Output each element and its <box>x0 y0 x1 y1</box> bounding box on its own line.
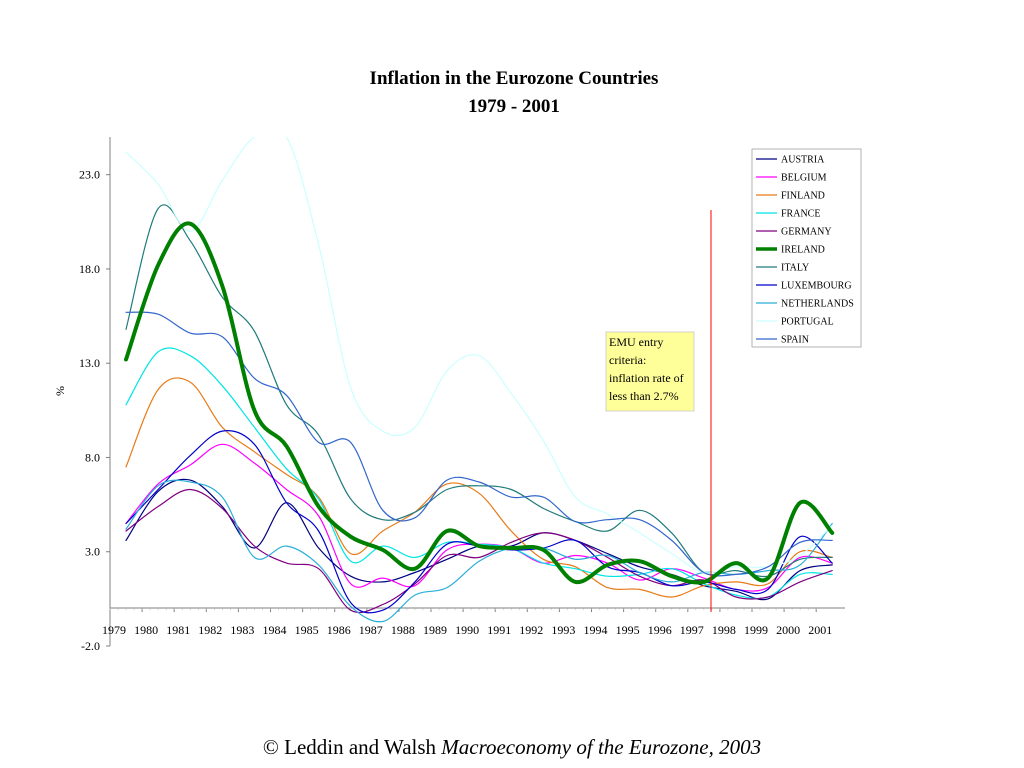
x-tick-label: 1993 <box>551 623 575 637</box>
y-axis-label: % <box>53 386 67 396</box>
legend-label: ITALY <box>781 263 809 274</box>
y-tick-label: -2.0 <box>81 639 100 653</box>
legend-label: PORTUGAL <box>781 317 834 328</box>
series-line-germany <box>125 488 833 614</box>
legend: AUSTRIA BELGIUM FINLAND FRANCE GERMANY IRELAN… <box>751 148 862 348</box>
series-line-portugal <box>125 137 833 574</box>
x-tick-label: 1995 <box>616 623 640 637</box>
series-line-austria <box>125 478 833 601</box>
x-tick-label: 1990 <box>455 623 479 637</box>
series-line-finland <box>125 377 833 598</box>
x-tick-label: 1981 <box>166 623 190 637</box>
y-tick-label: 3.0 <box>85 545 100 559</box>
x-tick-label: 1983 <box>230 623 254 637</box>
chart-title-line-2: 1979 - 2001 <box>468 96 560 117</box>
x-tick-label: 1987 <box>359 623 383 637</box>
y-tick-label: 18.0 <box>79 262 100 276</box>
y-tick-label: 8.0 <box>85 450 100 464</box>
x-tick-label: 1982 <box>198 623 222 637</box>
x-tick-label: 1985 <box>295 623 319 637</box>
legend-label: LUXEMBOURG <box>781 281 852 292</box>
x-tick-label: 1980 <box>134 623 158 637</box>
series-line-spain <box>125 311 833 577</box>
series-line-ireland <box>124 221 835 585</box>
x-tick-label: 1997 <box>680 623 704 637</box>
x-tick-label: 1986 <box>327 623 351 637</box>
x-tick-label: 1999 <box>744 623 768 637</box>
legend-label: GERMANY <box>781 227 832 238</box>
x-tick-label: 1991 <box>487 623 511 637</box>
y-tick-label: 23.0 <box>79 168 100 182</box>
footer-prefix: © Leddin and Walsh <box>262 735 442 759</box>
legend-label: IRELAND <box>781 245 825 256</box>
x-tick-label: 1989 <box>423 623 447 637</box>
annotation-text-line: EMU entry <box>609 335 663 349</box>
legend-label: FINLAND <box>781 191 825 202</box>
x-tick-label: 2000 <box>776 623 800 637</box>
legend-label: AUSTRIA <box>781 155 825 166</box>
legend-label: FRANCE <box>781 209 820 220</box>
series-lines <box>124 137 835 623</box>
x-tick-label: 1994 <box>584 623 608 637</box>
annotation-text-line: less than 2.7% <box>609 389 679 403</box>
x-tick-label: 1996 <box>648 623 672 637</box>
emu-annotation: EMU entry criteria: inflation rate of less … <box>605 210 712 612</box>
copyright-footer: © Leddin and Walsh Macroeconomy of the E… <box>0 735 1024 760</box>
series-line-netherlands <box>125 479 833 623</box>
x-tick-label: 1992 <box>519 623 543 637</box>
x-tick-label: 1988 <box>391 623 415 637</box>
x-tick-label: 1984 <box>263 623 287 637</box>
footer-book-title: Macroeconomy of the Eurozone, 2003 <box>441 735 762 759</box>
legend-label: NETHERLANDS <box>781 299 854 310</box>
annotation-box <box>605 331 695 412</box>
x-tick-label: 1979 <box>102 623 126 637</box>
legend-label: SPAIN <box>781 335 809 346</box>
legend-label: BELGIUM <box>781 173 827 184</box>
chart-title-line-1: Inflation in the Eurozone Countries <box>370 68 659 89</box>
y-tick-label: 13.0 <box>79 356 100 370</box>
x-tick-label: 1998 <box>712 623 736 637</box>
x-tick-label: 2001 <box>808 623 832 637</box>
annotation-text-line: criteria: <box>609 353 646 367</box>
annotation-text-line: inflation rate of <box>609 371 684 385</box>
